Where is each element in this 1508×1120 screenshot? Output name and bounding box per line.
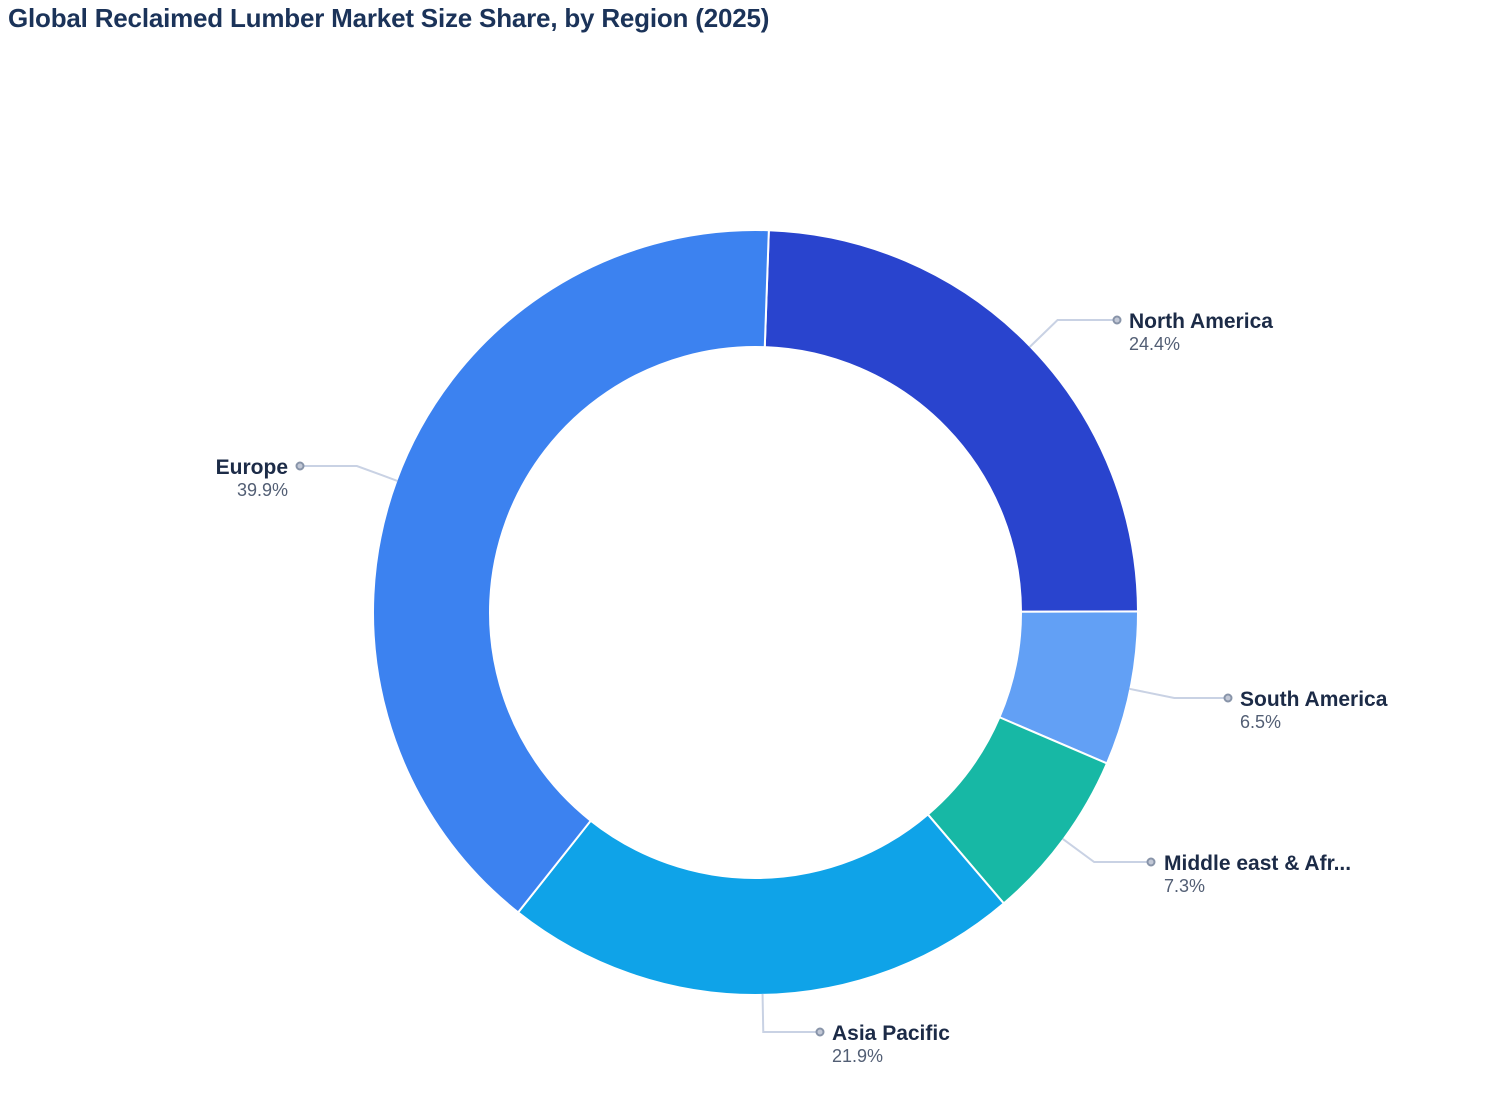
segment-label-middle-east-afr: Middle east & Afr... bbox=[1164, 852, 1351, 875]
segment-asia-pacific[interactable] bbox=[517, 813, 1005, 996]
leader-dot-south-america bbox=[1223, 693, 1233, 703]
segment-label-asia-pacific: Asia Pacific bbox=[832, 1022, 950, 1045]
donut-segments bbox=[372, 229, 1140, 996]
segment-value-middle-east-afr: 7.3% bbox=[1164, 876, 1205, 896]
segment-value-south-america: 6.5% bbox=[1240, 712, 1281, 732]
leader-line-north-america bbox=[1028, 319, 1117, 348]
leader-dot-middle-east-afr bbox=[1146, 857, 1156, 867]
leader-line-south-america bbox=[1129, 687, 1228, 699]
segment-north-america[interactable] bbox=[763, 229, 1139, 613]
segment-europe[interactable] bbox=[372, 229, 770, 914]
leader-dot-asia-pacific bbox=[815, 1027, 825, 1037]
segment-label-europe: Europe bbox=[216, 456, 288, 479]
leader-dot-europe bbox=[295, 461, 305, 471]
leader-dot-north-america bbox=[1112, 315, 1122, 325]
segment-value-north-america: 24.4% bbox=[1129, 334, 1180, 354]
leader-line-europe bbox=[300, 465, 398, 482]
segment-label-north-america: North America bbox=[1129, 310, 1273, 333]
leader-line-middle-east-afr bbox=[1062, 837, 1151, 863]
chart-title: Global Reclaimed Lumber Market Size Shar… bbox=[8, 3, 770, 33]
segment-value-europe: 39.9% bbox=[237, 480, 288, 500]
leader-line-asia-pacific bbox=[761, 993, 820, 1033]
leader-lines bbox=[295, 315, 1233, 1037]
segment-label-south-america: South America bbox=[1240, 688, 1388, 711]
segment-value-asia-pacific: 21.9% bbox=[832, 1046, 883, 1066]
